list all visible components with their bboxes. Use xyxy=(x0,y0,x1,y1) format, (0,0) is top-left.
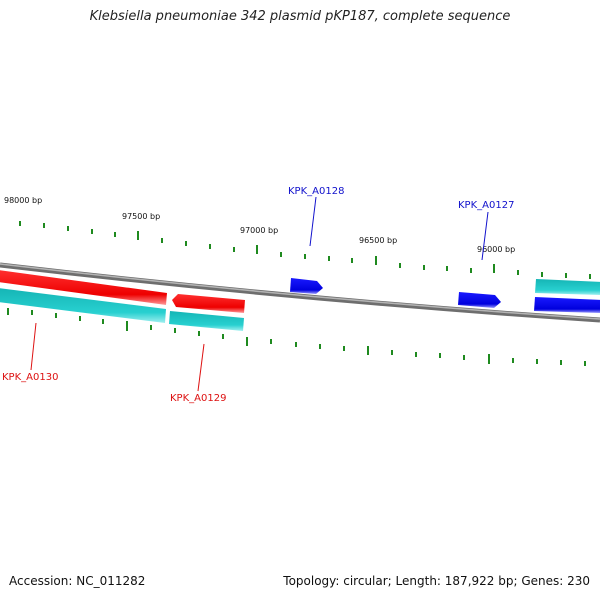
gene-label-kpk-a0129: KPK_A0129 xyxy=(170,393,226,404)
gene-arrow-kpk-a0130[interactable] xyxy=(0,270,167,305)
cds-track-kpk-a0129[interactable] xyxy=(169,311,244,331)
gene-label-kpk-a0127: KPK_A0127 xyxy=(458,200,514,211)
gene-arrow-kpk-a0127[interactable] xyxy=(458,292,501,308)
inner-tick-marks xyxy=(7,308,586,366)
accession-text: Accession: NC_011282 xyxy=(9,574,146,588)
gene-callout-lines xyxy=(30,196,489,392)
gene-label-kpk-a0130: KPK_A0130 xyxy=(2,372,58,383)
gene-arrow-right[interactable] xyxy=(534,297,600,313)
outer-tick-marks xyxy=(19,221,591,279)
position-label: 97500 bp xyxy=(122,212,160,221)
topology-text: Topology: circular; Length: 187,922 bp; … xyxy=(283,574,590,588)
gene-arrow-kpk-a0129[interactable] xyxy=(172,294,245,313)
position-label: 96500 bp xyxy=(359,236,397,245)
position-label: 96000 bp xyxy=(477,245,515,254)
gene-label-kpk-a0128: KPK_A0128 xyxy=(288,186,344,197)
cds-track-kpk-a0130[interactable] xyxy=(0,288,166,323)
position-label: 97000 bp xyxy=(240,226,278,235)
cds-track-right[interactable] xyxy=(535,279,600,295)
map-title: Klebsiella pneumoniae 342 plasmid pKP187… xyxy=(89,9,511,24)
sequence-backbone xyxy=(0,262,600,323)
gene-arrow-kpk-a0128[interactable] xyxy=(290,278,323,294)
position-label: 98000 bp xyxy=(4,196,42,205)
